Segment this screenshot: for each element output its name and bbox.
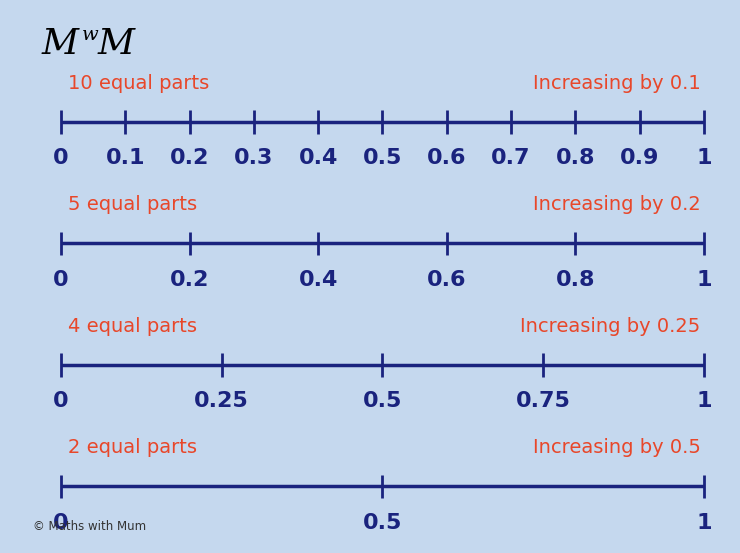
Text: 10 equal parts: 10 equal parts — [68, 74, 209, 93]
Text: 0.3: 0.3 — [234, 148, 274, 168]
Text: M: M — [98, 27, 135, 61]
Text: 5 equal parts: 5 equal parts — [68, 195, 197, 215]
Text: 0.5: 0.5 — [363, 392, 402, 411]
Text: M: M — [41, 27, 78, 61]
Text: 0: 0 — [53, 270, 69, 290]
Text: 0: 0 — [53, 513, 69, 533]
Text: 0.25: 0.25 — [195, 392, 249, 411]
Text: 0: 0 — [53, 148, 69, 168]
Text: Increasing by 0.25: Increasing by 0.25 — [520, 317, 701, 336]
Text: Increasing by 0.5: Increasing by 0.5 — [533, 439, 701, 457]
Text: 0.75: 0.75 — [516, 392, 571, 411]
Text: 1: 1 — [696, 148, 712, 168]
Text: 0.5: 0.5 — [363, 513, 402, 533]
Text: Increasing by 0.2: Increasing by 0.2 — [533, 195, 701, 215]
Text: 1: 1 — [696, 392, 712, 411]
Text: 0.6: 0.6 — [427, 148, 466, 168]
Text: 1: 1 — [696, 270, 712, 290]
Text: 1: 1 — [696, 513, 712, 533]
Text: 0.2: 0.2 — [170, 148, 209, 168]
Text: © Maths with Mum: © Maths with Mum — [33, 520, 146, 533]
Text: 2 equal parts: 2 equal parts — [68, 439, 197, 457]
Text: w: w — [82, 26, 99, 44]
Text: 0.8: 0.8 — [556, 270, 595, 290]
Text: 0.6: 0.6 — [427, 270, 466, 290]
Text: 0.4: 0.4 — [298, 270, 338, 290]
Text: 0.7: 0.7 — [491, 148, 531, 168]
Text: 0: 0 — [53, 392, 69, 411]
Text: 0.2: 0.2 — [170, 270, 209, 290]
Text: 4 equal parts: 4 equal parts — [68, 317, 197, 336]
Text: 0.4: 0.4 — [298, 148, 338, 168]
Text: 0.5: 0.5 — [363, 148, 402, 168]
Text: Increasing by 0.1: Increasing by 0.1 — [533, 74, 701, 93]
Text: 0.8: 0.8 — [556, 148, 595, 168]
Text: 0.1: 0.1 — [106, 148, 145, 168]
Text: 0.9: 0.9 — [620, 148, 659, 168]
